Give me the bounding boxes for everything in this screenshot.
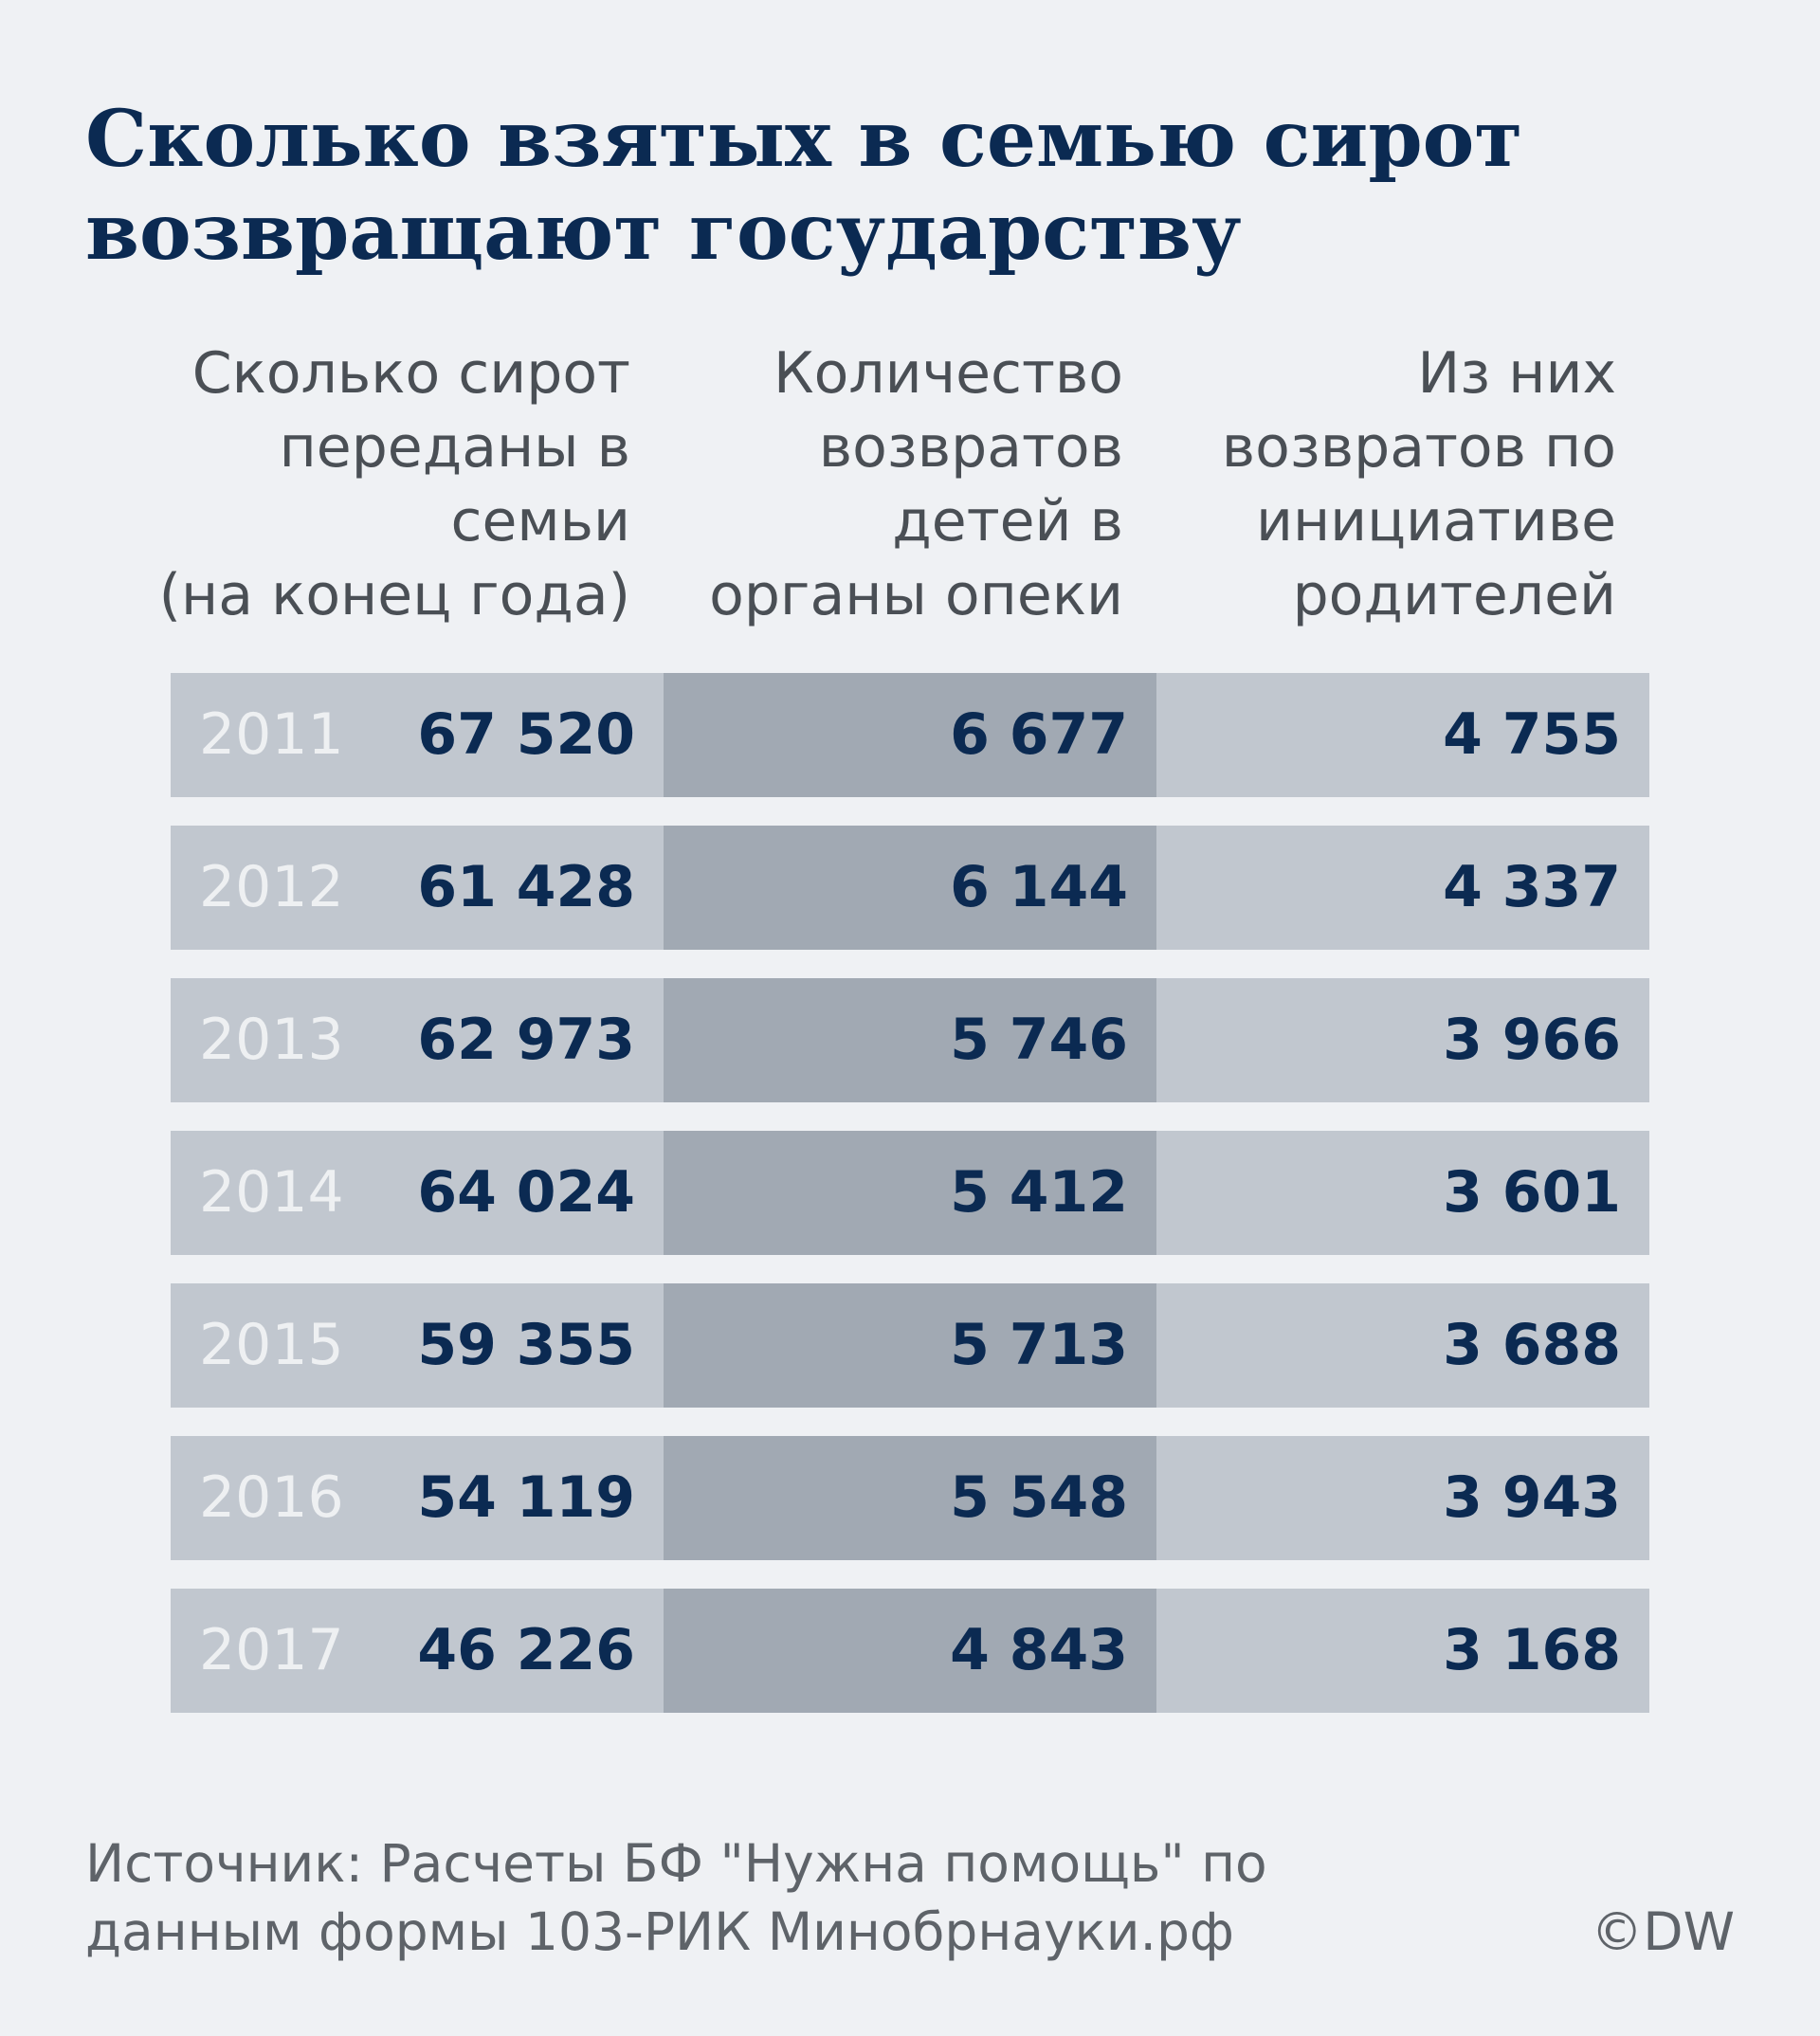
cell-transferred: 2014 64 024 bbox=[171, 1131, 664, 1255]
cell-returns: 5 746 bbox=[664, 978, 1156, 1102]
cell-transferred: 2012 61 428 bbox=[171, 826, 664, 950]
cell-transferred: 2011 67 520 bbox=[171, 673, 664, 797]
cell-parent-returns: 3 688 bbox=[1156, 1283, 1649, 1408]
year-label: 2013 bbox=[199, 1007, 344, 1073]
cell-returns: 5 713 bbox=[664, 1283, 1156, 1408]
cell-returns: 6 144 bbox=[664, 826, 1156, 950]
cell-parent-returns: 3 168 bbox=[1156, 1589, 1649, 1713]
source-line: данным формы 103-РИК Минобрнауки.рф bbox=[85, 1901, 1234, 1962]
chart-title: Сколько взятых в семью сирот возвращают … bbox=[85, 93, 1697, 279]
year-label: 2014 bbox=[199, 1159, 344, 1226]
value-parent-returns: 4 755 bbox=[1443, 701, 1621, 768]
data-table: 2011 67 520 6 677 4 755 2012 61 428 6 144 4 337… bbox=[171, 673, 1649, 1741]
value-transferred: 64 024 bbox=[417, 1159, 635, 1226]
cell-parent-returns: 4 755 bbox=[1156, 673, 1649, 797]
year-label: 2016 bbox=[199, 1464, 344, 1531]
cell-parent-returns: 3 966 bbox=[1156, 978, 1649, 1102]
year-label: 2015 bbox=[199, 1312, 344, 1378]
value-transferred: 61 428 bbox=[417, 854, 635, 920]
table-row: 2014 64 024 5 412 3 601 bbox=[171, 1131, 1649, 1255]
value-parent-returns: 4 337 bbox=[1443, 854, 1621, 920]
cell-transferred: 2016 54 119 bbox=[171, 1436, 664, 1560]
cell-returns: 5 548 bbox=[664, 1436, 1156, 1560]
year-label: 2012 bbox=[199, 854, 344, 920]
column-header-line: Сколько сирот bbox=[191, 340, 630, 407]
column-header-line: переданы в bbox=[279, 414, 630, 481]
value-returns: 5 412 bbox=[950, 1159, 1128, 1226]
column-header-line: инициативе bbox=[1255, 488, 1616, 554]
column-header-line: родителей bbox=[1292, 562, 1616, 628]
cell-returns: 5 412 bbox=[664, 1131, 1156, 1255]
value-returns: 6 144 bbox=[950, 854, 1128, 920]
value-transferred: 46 226 bbox=[417, 1617, 635, 1683]
column-header-line: возвратов bbox=[818, 414, 1123, 481]
table-row: 2017 46 226 4 843 3 168 bbox=[171, 1589, 1649, 1713]
source-line: Источник: Расчеты БФ "Нужна помощь" по bbox=[85, 1833, 1267, 1894]
column-header-line: органы опеки bbox=[709, 562, 1123, 628]
value-returns: 6 677 bbox=[950, 701, 1128, 768]
table-row: 2015 59 355 5 713 3 688 bbox=[171, 1283, 1649, 1408]
cell-transferred: 2017 46 226 bbox=[171, 1589, 664, 1713]
value-returns: 4 843 bbox=[950, 1617, 1128, 1683]
chart-title-line: возвращают государству bbox=[85, 187, 1242, 278]
cell-parent-returns: 3 601 bbox=[1156, 1131, 1649, 1255]
value-transferred: 62 973 bbox=[417, 1007, 635, 1073]
source-note: Источник: Расчеты БФ "Нужна помощь" по д… bbox=[85, 1829, 1412, 1966]
column-header-line: Из них bbox=[1417, 340, 1616, 407]
copyright-dw: ©DW bbox=[1591, 1901, 1735, 1962]
value-returns: 5 746 bbox=[950, 1007, 1128, 1073]
cell-parent-returns: 3 943 bbox=[1156, 1436, 1649, 1560]
table-row: 2013 62 973 5 746 3 966 bbox=[171, 978, 1649, 1102]
value-parent-returns: 3 688 bbox=[1443, 1312, 1621, 1378]
column-header-line: семьи bbox=[450, 488, 630, 554]
column-header-transferred: Сколько сирот переданы в семьи (на конец… bbox=[152, 336, 630, 632]
value-transferred: 67 520 bbox=[417, 701, 635, 768]
value-transferred: 59 355 bbox=[417, 1312, 635, 1378]
value-parent-returns: 3 168 bbox=[1443, 1617, 1621, 1683]
cell-returns: 4 843 bbox=[664, 1589, 1156, 1713]
column-header-line: Количество bbox=[773, 340, 1123, 407]
column-header-line: детей в bbox=[892, 488, 1123, 554]
chart-title-line: Сколько взятых в семью сирот bbox=[85, 94, 1523, 185]
cell-parent-returns: 4 337 bbox=[1156, 826, 1649, 950]
value-parent-returns: 3 943 bbox=[1443, 1464, 1621, 1531]
value-parent-returns: 3 601 bbox=[1443, 1159, 1621, 1226]
column-header-line: возвратов по bbox=[1221, 414, 1616, 481]
value-returns: 5 713 bbox=[950, 1312, 1128, 1378]
table-row: 2011 67 520 6 677 4 755 bbox=[171, 673, 1649, 797]
table-row: 2016 54 119 5 548 3 943 bbox=[171, 1436, 1649, 1560]
column-header-returns: Количество возвратов детей в органы опек… bbox=[664, 336, 1123, 632]
cell-transferred: 2013 62 973 bbox=[171, 978, 664, 1102]
year-label: 2017 bbox=[199, 1617, 344, 1683]
column-header-parent-returns: Из них возвратов по инициативе родителей bbox=[1156, 336, 1616, 632]
cell-transferred: 2015 59 355 bbox=[171, 1283, 664, 1408]
table-row: 2012 61 428 6 144 4 337 bbox=[171, 826, 1649, 950]
value-parent-returns: 3 966 bbox=[1443, 1007, 1621, 1073]
value-transferred: 54 119 bbox=[417, 1464, 635, 1531]
column-header-line: (на конец года) bbox=[158, 562, 630, 628]
year-label: 2011 bbox=[199, 701, 344, 768]
value-returns: 5 548 bbox=[950, 1464, 1128, 1531]
cell-returns: 6 677 bbox=[664, 673, 1156, 797]
